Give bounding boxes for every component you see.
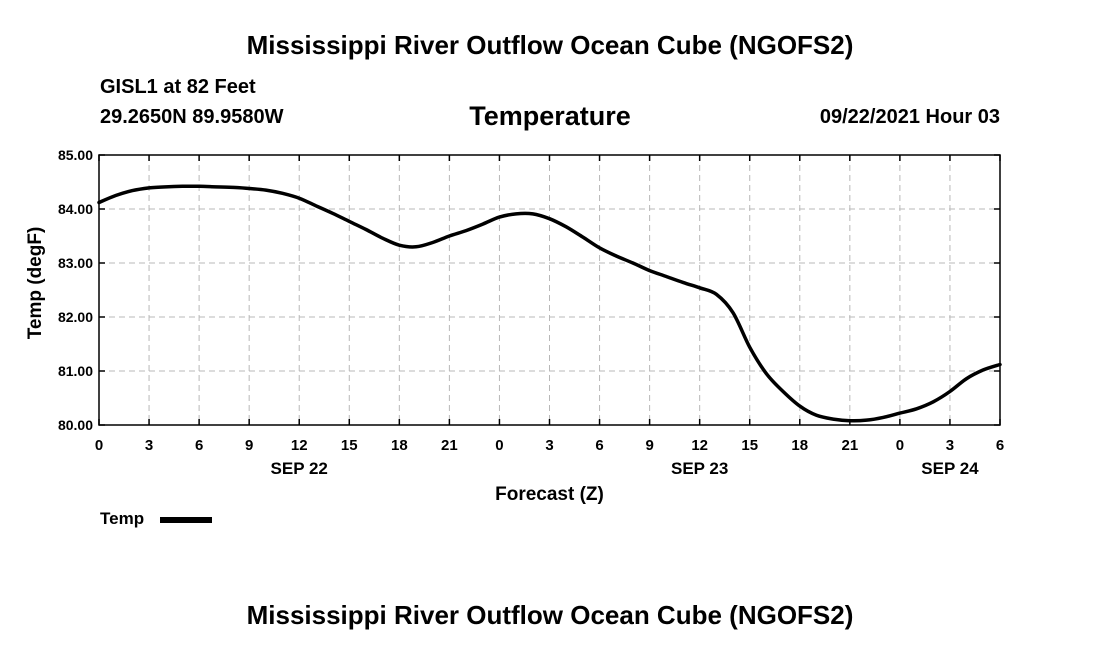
station-coordinates: 29.2650N 89.9580W (100, 106, 284, 128)
y-tick-label: 82.00 (58, 309, 93, 325)
x-tick-label: 3 (145, 437, 153, 454)
y-axis-label: Temp (degF) (25, 227, 46, 340)
y-axis: 80.00 81.00 82.00 83.00 84.00 85.00 (58, 147, 1000, 433)
x-tick-label: 0 (495, 437, 503, 454)
x-tick-label: 9 (245, 437, 253, 454)
x-tick-label: 18 (391, 437, 408, 454)
x-tick-label: 6 (595, 437, 603, 454)
date-label: SEP 23 (671, 459, 728, 478)
y-tick-label: 85.00 (58, 147, 93, 163)
y-tick-label: 81.00 (58, 363, 93, 379)
footer-title: Mississippi River Outflow Ocean Cube (NG… (246, 600, 854, 630)
x-tick-label: 18 (791, 437, 808, 454)
x-tick-label: 6 (996, 437, 1004, 454)
x-tick-label: 21 (841, 437, 858, 454)
forecast-datetime: 09/22/2021 Hour 03 (819, 106, 1000, 128)
y-tick-label: 80.00 (58, 417, 93, 433)
variable-title: Temperature (469, 101, 631, 131)
x-tick-label: 3 (946, 437, 954, 454)
x-tick-label: 0 (896, 437, 904, 454)
x-tick-label: 3 (545, 437, 553, 454)
x-axis: 0 3 6 9 12 15 18 21 0 3 6 9 12 15 18 21 0 3 6 SEP 22 SEP 23 S… (95, 155, 1004, 478)
legend-line-swatch (160, 517, 212, 523)
station-label: GISL1 at 82 Feet (100, 76, 256, 98)
temp-series-line (97, 184, 1002, 423)
x-tick-label: 21 (441, 437, 458, 454)
x-tick-label: 12 (691, 437, 708, 454)
grid-lines (99, 155, 1000, 425)
legend-label: Temp (100, 509, 145, 528)
x-tick-label: 6 (195, 437, 203, 454)
x-axis-label: Forecast (Z) (495, 484, 604, 505)
x-tick-label: 12 (291, 437, 308, 454)
y-tick-label: 84.00 (58, 201, 93, 217)
x-tick-label: 9 (645, 437, 653, 454)
x-tick-label: 0 (95, 437, 103, 454)
y-tick-label: 83.00 (58, 255, 93, 271)
x-tick-label: 15 (741, 437, 758, 454)
chart-title: Mississippi River Outflow Ocean Cube (NG… (246, 30, 854, 60)
plot-frame (98, 154, 1001, 426)
date-label: SEP 22 (271, 459, 328, 478)
x-tick-label: 15 (341, 437, 358, 454)
date-label: SEP 24 (921, 459, 979, 478)
